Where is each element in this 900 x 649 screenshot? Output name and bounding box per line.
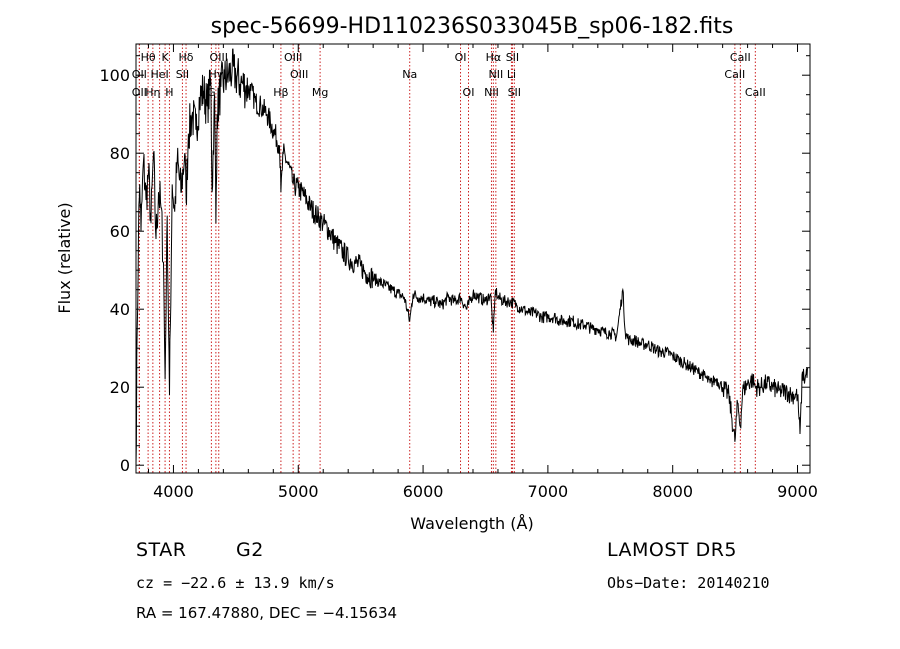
plot-frame [135, 43, 811, 474]
x-axis-ticks-group: 4000 5000 6000 7000 8000 9000 [147, 44, 818, 501]
spectrum-series-group [135, 48, 808, 466]
y-tick-label: 100 [99, 66, 130, 85]
y-axis-ticks-group: 0 20 40 60 80 100 [99, 55, 810, 475]
emission-line-label: CaII [745, 86, 766, 99]
y-tick-label: 0 [120, 456, 130, 475]
emission-line-label: Na [402, 68, 417, 81]
emission-line-label: OIII [290, 68, 308, 81]
emission-line-label: SII [506, 51, 519, 64]
emission-line-label: CaII [724, 68, 745, 81]
x-tick-label: 5000 [278, 482, 319, 501]
emission-line-label: K [161, 51, 169, 64]
emission-line-label: OI [463, 86, 475, 99]
emission-line-label: OIII [210, 51, 228, 64]
chart-title: spec-56699-HD110236S033045B_sp06-182.fit… [211, 14, 734, 39]
survey-name: LAMOST DR5 [607, 539, 737, 561]
emission-line-label: Hθ [141, 51, 156, 64]
y-tick-label: 20 [110, 378, 130, 397]
emission-line-label: Hα [486, 51, 502, 64]
obs-date: Obs−Date: 20140210 [607, 574, 770, 592]
x-tick-label: 8000 [652, 482, 693, 501]
emission-line-label: Li [507, 68, 516, 81]
emission-line-label: OI [455, 51, 467, 64]
emission-line-label: NII [488, 68, 503, 81]
y-tick-label: 60 [110, 222, 130, 241]
emission-line-label: SII [176, 68, 189, 81]
x-tick-label: 7000 [528, 482, 569, 501]
spectrum-line [135, 48, 808, 466]
x-tick-label: 6000 [403, 482, 444, 501]
emission-line-label: OII [132, 68, 147, 81]
redshift-readout: cz = −22.6 ± 13.9 km/s [136, 574, 335, 592]
x-tick-label: 9000 [777, 482, 818, 501]
coordinates: RA = 167.47880, DEC = −4.15634 [136, 604, 398, 622]
emission-line-label: OIII [284, 51, 302, 64]
emission-line-label: Hβ [273, 86, 288, 99]
x-axis-label: Wavelength (Å) [410, 514, 533, 533]
emission-line-label: Hη [145, 86, 160, 99]
emission-line-label: CaII [730, 51, 751, 64]
object-type: STAR [136, 539, 187, 561]
y-tick-label: 40 [110, 300, 130, 319]
emission-lines-group [138, 44, 756, 473]
emission-line-label: H [165, 86, 173, 99]
emission-line-label: NII [484, 86, 499, 99]
subclass: G2 [236, 539, 264, 561]
emission-line-label: SII [508, 86, 521, 99]
emission-line-label: Mg [312, 86, 328, 99]
emission-line-label: HeI [150, 68, 168, 81]
emission-line-label: Hδ [179, 51, 194, 64]
x-tick-label: 4000 [153, 482, 194, 501]
y-axis-label: Flux (relative) [55, 202, 74, 313]
y-tick-label: 80 [110, 144, 130, 163]
